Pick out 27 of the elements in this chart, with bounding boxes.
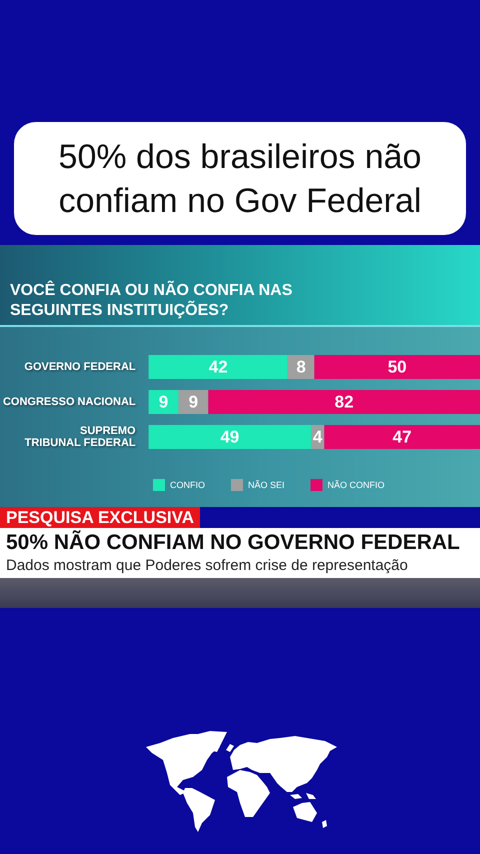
data-label: 4 <box>312 428 323 446</box>
chart-title: 50% dos brasileiros não confiam no Gov Federal <box>58 136 422 222</box>
bar <box>148 355 288 379</box>
data-label: 82 <box>334 392 354 412</box>
bar <box>178 390 208 414</box>
chart-subtitle: VOCÊ CONFIA OU NÃO CONFIA NAS SEGUINTES INSTITUIÇÕES? <box>10 281 294 321</box>
data-label: 47 <box>392 428 412 446</box>
bar <box>324 425 480 449</box>
y-tick-label: SUPREMO TRIBUNAL FEDERAL <box>24 425 136 449</box>
bar <box>148 425 311 449</box>
bar <box>148 390 178 414</box>
data-label: 49 <box>220 428 240 446</box>
legend-label: NÃO SEI <box>248 480 285 490</box>
y-tick-label: GOVERNO FEDERAL <box>24 361 136 373</box>
bar <box>208 390 480 414</box>
text: PESQUISA EXCLUSIVA <box>0 507 200 528</box>
data-label: 42 <box>208 358 228 376</box>
text: 50% NÃO CONFIAM NO GOVERNO FEDERAL <box>6 530 460 556</box>
data-label: 8 <box>296 358 306 376</box>
bar <box>314 355 480 379</box>
data-label: 9 <box>158 392 168 412</box>
data-label: 9 <box>188 392 198 412</box>
legend-label: NÃO CONFIO <box>328 480 385 490</box>
data-label: 50 <box>388 358 407 376</box>
legend-label: CONFIO <box>170 480 205 490</box>
text: Dados mostram que Poderes sofrem crise de representação <box>6 556 408 575</box>
y-tick-label: CONGRESSO NACIONAL <box>2 396 136 408</box>
